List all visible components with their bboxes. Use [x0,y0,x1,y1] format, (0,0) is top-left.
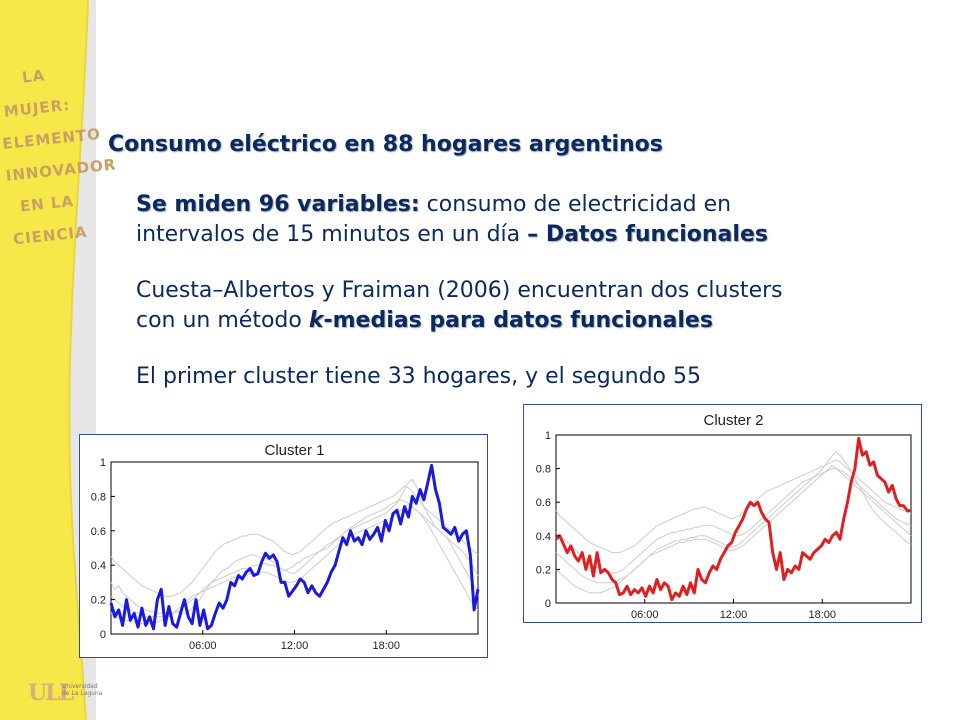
chart-cluster-2-plot: Cluster 2 0 0.2 0.4 0.6 0.8 1 06:00 12:00 18:00 [536,412,912,621]
paragraph-line: Cuesta–Albertos y Fraiman (2006) encuent… [136,278,783,303]
cluster-1-ytick-label: 0.4 [91,560,106,572]
cluster-1-background-series [110,504,479,625]
cluster-2-xtick-label: 12:00 [720,609,748,621]
cluster-2-ytick-label: 0.2 [536,564,551,576]
cluster-1-ytick-label: 0.6 [91,526,106,538]
cluster-2-ytick-label: 0.4 [536,531,551,543]
cluster-1-plot-frame [110,461,479,635]
body-text: con un método [136,308,309,333]
cluster-2-title: Cluster 2 [703,412,763,429]
body-text: intervalos de 15 minutos en un día [136,222,528,247]
ull-sub-line: Universidad [62,683,98,690]
cluster-2-background-series [555,459,912,554]
cluster-1-xtick-label: 12:00 [281,640,309,652]
cluster-2-xtick-label: 06:00 [631,609,659,621]
emphasis-text: Se miden 96 variables: [136,192,420,217]
cluster-2-highlight-series [554,436,911,602]
ull-logo-subtitle: Universidad de La Laguna [62,683,102,697]
cluster-2-ytick-label: 0.6 [536,497,551,509]
cluster-2-plot-frame [555,434,912,604]
ull-logo: ULL [28,680,74,706]
paragraph-counts: El primer cluster tiene 33 hogares, y el… [136,364,701,389]
cluster-2-ytick-label: 0.8 [536,464,551,476]
paragraph-line: intervalos de 15 minutos en un día – Dat… [136,220,768,250]
body-text: consumo de electricidad en [419,192,732,217]
emphasis-text: – Datos funcionales [527,222,768,247]
cluster-2-xtick-label: 18:00 [808,609,836,621]
cluster-1-ytick-label: 0 [100,629,106,641]
cluster-1-ytick-label: 0.2 [91,595,106,607]
paragraph-line: con un método k-medias para datos funcio… [136,306,783,336]
paragraph-line: Se miden 96 variables: consumo de electr… [136,190,768,220]
paragraph-variables: Se miden 96 variables: consumo de electr… [136,190,768,250]
cluster-1-ytick-label: 0.8 [91,491,106,503]
paragraph-clusters: Cuesta–Albertos y Fraiman (2006) encuent… [136,276,783,336]
chart-cluster-1: Cluster 1 0 0.2 0.4 0.6 0.8 1 06:00 12:00 18:00 [79,434,488,658]
chart-cluster-2: Cluster 2 0 0.2 0.4 0.6 0.8 1 06:00 12:00 18:00 [523,404,922,623]
cluster-1-ytick-label: 1 [100,457,106,469]
cluster-2-ytick-label: 0 [545,598,551,610]
ull-sub-line: de La Laguna [62,690,103,697]
slide-title: Consumo eléctrico en 88 hogares argentin… [108,132,663,157]
cluster-1-xtick-label: 06:00 [189,640,217,652]
emphasis-text: -medias para datos funcionales [323,308,713,333]
cluster-1-title: Cluster 1 [264,442,324,459]
cluster-2-ytick-label: 1 [545,430,551,442]
chart-cluster-1-plot: Cluster 1 0 0.2 0.4 0.6 0.8 1 06:00 12:00 18:00 [91,442,480,652]
emphasis-italic: k [308,308,324,333]
banner-swoosh [0,0,89,720]
cluster-1-xtick-label: 18:00 [372,640,400,652]
cluster-1-highlight-series [109,463,480,631]
